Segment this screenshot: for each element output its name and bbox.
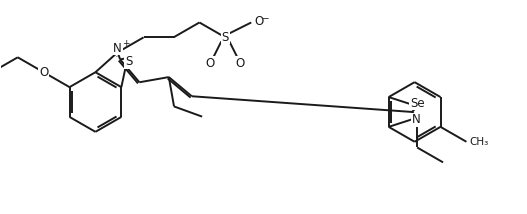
Text: −: −	[261, 13, 269, 22]
Text: O: O	[254, 15, 264, 28]
Text: O: O	[39, 66, 48, 79]
Text: N: N	[113, 42, 122, 55]
Text: CH₃: CH₃	[470, 137, 489, 147]
Text: O: O	[206, 57, 215, 70]
Text: O: O	[236, 57, 245, 70]
Text: S: S	[125, 55, 132, 68]
Text: N: N	[412, 113, 421, 126]
Text: Se: Se	[410, 97, 424, 110]
Text: S: S	[222, 31, 229, 44]
Text: +: +	[122, 39, 130, 48]
